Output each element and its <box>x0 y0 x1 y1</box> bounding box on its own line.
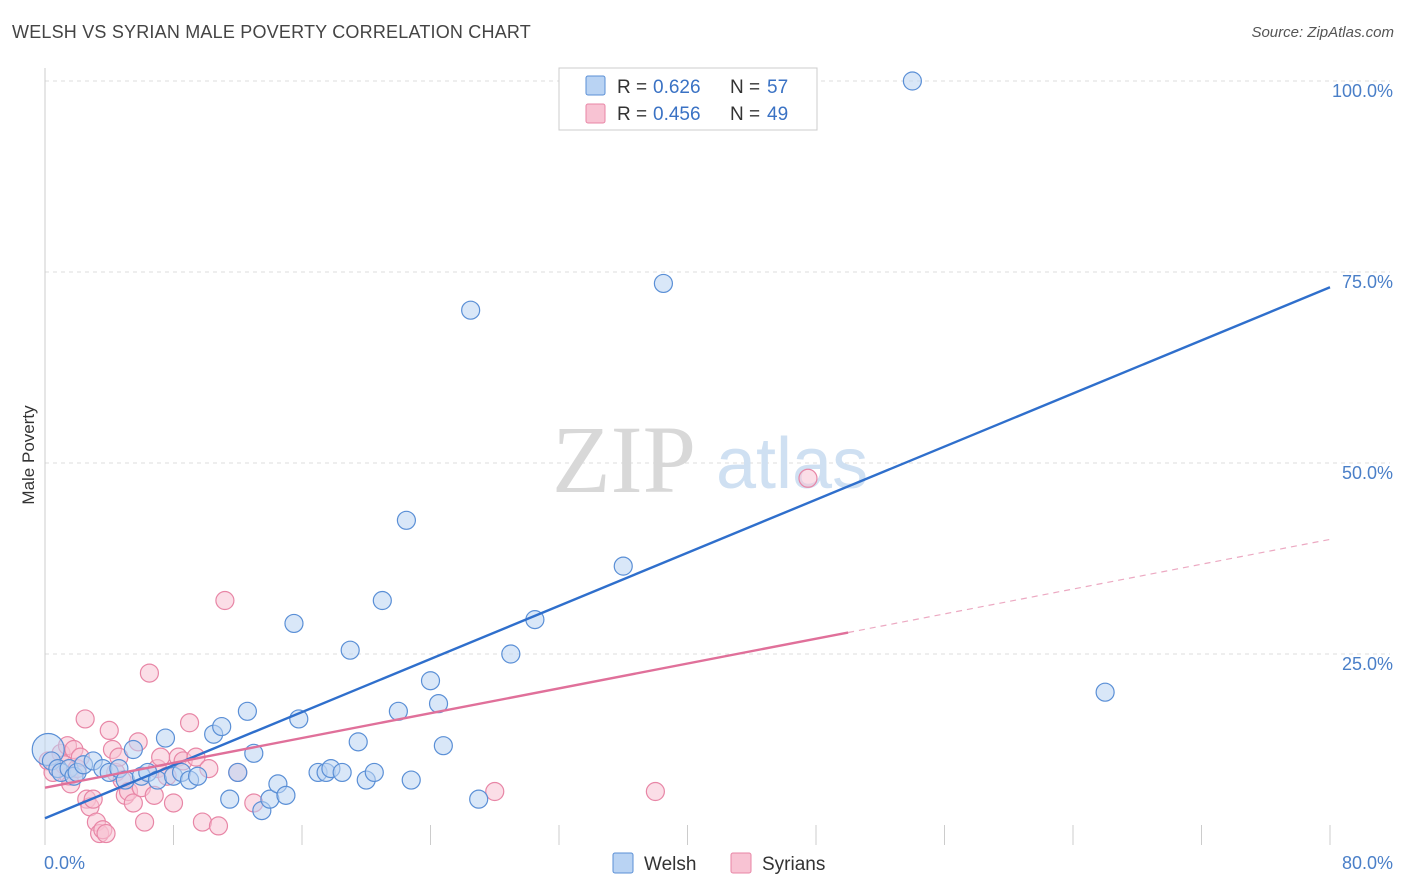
bottom-legend-swatch-welsh <box>612 852 634 874</box>
welsh-point <box>187 766 208 786</box>
syrians-point <box>192 812 213 832</box>
welsh-point <box>420 671 441 691</box>
welsh-trend-line <box>44 286 1331 820</box>
watermark-zip: ZIP <box>552 406 696 513</box>
welsh-point <box>332 762 352 783</box>
y-tick-label: 50.0% <box>1342 463 1393 483</box>
syrians-point <box>96 823 116 844</box>
welsh-point <box>653 273 674 294</box>
syrians-point <box>208 816 229 836</box>
syrians-point <box>179 713 200 733</box>
welsh-point <box>276 785 296 805</box>
legend-n-label-syrians: N = <box>730 104 760 125</box>
welsh-point <box>212 716 232 737</box>
legend-swatch-welsh <box>585 75 606 96</box>
syrians-point <box>123 793 143 813</box>
syrians-point <box>485 781 505 802</box>
grid <box>45 80 1390 655</box>
legend-swatch-syrians <box>585 103 606 124</box>
bottom-legend-label-welsh: Welsh <box>644 854 696 875</box>
legend-r-value-syrians: 0.456 <box>653 104 701 125</box>
welsh-point <box>284 613 304 634</box>
welsh-point <box>364 762 384 783</box>
watermark-atlas: atlas <box>716 424 868 504</box>
legend-r-label-welsh: R = <box>617 77 647 98</box>
legend-r-value-welsh: 0.626 <box>653 77 701 98</box>
welsh-point <box>1095 682 1115 702</box>
y-tick-label: 100.0% <box>1332 81 1393 101</box>
syrians-point <box>75 709 95 729</box>
welsh-point <box>372 590 392 611</box>
welsh-point <box>902 71 922 91</box>
y-tick-label: 25.0% <box>1342 654 1393 674</box>
welsh-point <box>237 701 257 721</box>
welsh-point <box>396 510 417 530</box>
welsh-point <box>501 644 521 664</box>
welsh-point <box>469 789 489 809</box>
legend-n-value-welsh: 57 <box>767 77 788 98</box>
welsh-point <box>401 770 421 790</box>
legend-box: R = 0.626 N = 57 R = 0.456 N = 49 <box>558 67 818 131</box>
syrians-trend-extension <box>848 538 1331 634</box>
welsh-point <box>123 739 143 760</box>
y-axis-title: Male Poverty <box>19 405 38 505</box>
welsh-point <box>461 300 481 320</box>
source-credit: Source: ZipAtlas.com <box>1251 24 1394 41</box>
welsh-point <box>348 732 368 752</box>
syrians-point <box>99 720 119 741</box>
bottom-legend: Welsh Syrians <box>612 852 825 875</box>
legend-r-label-syrians: R = <box>617 104 647 125</box>
y-tick-label: 75.0% <box>1342 272 1393 292</box>
syrians-point <box>798 468 818 488</box>
x-tick-label-max: 80.0% <box>1342 853 1393 873</box>
x-tick-label-min: 0.0% <box>44 853 85 873</box>
welsh-point <box>228 762 248 783</box>
syrians-trend-line <box>44 631 849 789</box>
syrians-point <box>163 793 184 813</box>
syrians-point <box>139 663 160 683</box>
legend-n-label-welsh: N = <box>730 77 760 98</box>
syrians-point <box>215 590 235 611</box>
axes: 25.0% 50.0% 75.0% 100.0% 0.0% 80.0% <box>44 68 1393 873</box>
data-points <box>31 71 1115 844</box>
watermark: ZIP atlas <box>552 406 868 513</box>
welsh-point <box>220 789 240 809</box>
syrians-point <box>645 781 665 802</box>
welsh-point <box>433 736 453 756</box>
welsh-point <box>155 728 176 748</box>
syrians-point <box>134 812 155 832</box>
welsh-point <box>613 556 633 576</box>
chart-title: WELSH VS SYRIAN MALE POVERTY CORRELATION… <box>12 22 531 42</box>
trend-lines <box>44 286 1331 820</box>
welsh-point <box>340 640 360 660</box>
bottom-legend-label-syrians: Syrians <box>762 854 825 875</box>
legend-n-value-syrians: 49 <box>767 104 788 125</box>
bottom-legend-swatch-syrians <box>730 852 752 874</box>
